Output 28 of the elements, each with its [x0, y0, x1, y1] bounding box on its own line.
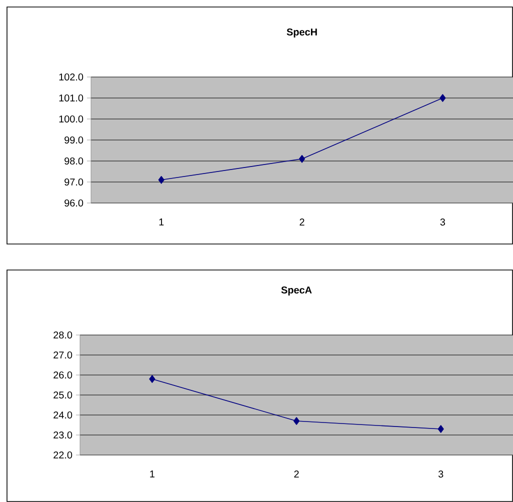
x-tick-label: 3: [440, 218, 446, 226]
y-tick-label: 102.0: [59, 73, 84, 81]
y-tick-label: 100.0: [59, 115, 84, 123]
x-tick-label: 3: [438, 470, 444, 478]
y-tick-label: 25.0: [54, 391, 72, 399]
y-tick-label: 97.0: [64, 178, 84, 186]
y-tick-label: 23.0: [54, 431, 72, 439]
point: [158, 176, 164, 184]
y-tick-label: 28.0: [54, 331, 72, 339]
y-tick-label: 96.0: [64, 199, 84, 207]
x-tick-label: 2: [294, 470, 299, 478]
y-tick-label: 27.0: [54, 351, 72, 359]
x-tick-label: 1: [150, 470, 154, 478]
point: [293, 417, 300, 425]
chart-title: SpecA: [281, 286, 312, 296]
point: [438, 425, 444, 433]
y-tick-label: 26.0: [54, 371, 72, 379]
x-tick-label: 1: [159, 218, 164, 226]
y-tick-label: 22.0: [54, 451, 72, 459]
x-tick-label: 2: [300, 218, 304, 226]
point: [440, 94, 446, 102]
y-tick-label: 101.0: [59, 94, 84, 102]
y-tick-label: 24.0: [54, 411, 72, 419]
y-tick-label: 98.0: [64, 157, 84, 165]
point: [149, 375, 156, 383]
chart-title: SpecH: [286, 28, 317, 38]
point: [298, 155, 306, 163]
y-tick-label: 99.0: [64, 136, 84, 144]
